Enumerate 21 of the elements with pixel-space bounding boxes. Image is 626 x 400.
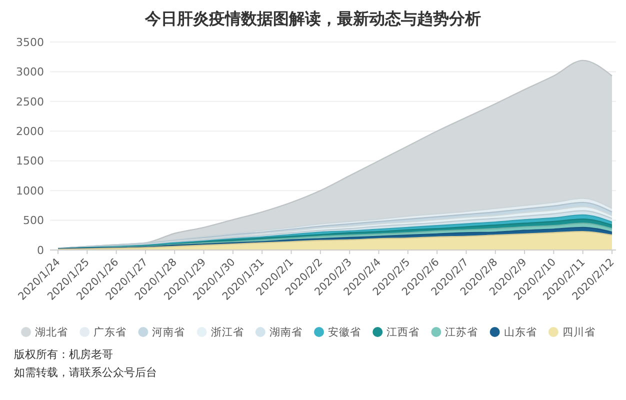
y-tick-label: 0 [37, 244, 44, 257]
y-tick-label: 500 [23, 214, 44, 228]
legend-label: 四川省 [562, 326, 596, 339]
y-tick-label: 3500 [16, 36, 44, 49]
text: 版权所有：机房老哥 [14, 348, 113, 361]
legend-label: 江西省 [386, 326, 420, 339]
legend-label: 安徽省 [328, 326, 361, 339]
legend-label: 江苏省 [445, 326, 478, 339]
y-tick-label: 2500 [16, 95, 44, 108]
legend-label: 湖南省 [269, 326, 302, 339]
y-tick-label: 1500 [16, 154, 44, 168]
legend-label: 湖北省 [35, 326, 68, 339]
chart-title: 今日肝炎疫情数据图解读，最新动态与趋势分析 [144, 9, 481, 28]
legend-label: 广东省 [94, 326, 127, 339]
y-tick-label: 3000 [16, 66, 44, 79]
legend-label: 山东省 [504, 326, 537, 339]
legend-label: 浙江省 [210, 326, 244, 339]
legend-label: 河南省 [152, 326, 186, 339]
y-tick-label: 2000 [16, 124, 44, 138]
text: 如需转载，请联系公众号后台 [14, 366, 157, 379]
y-tick-label: 1000 [16, 184, 44, 198]
